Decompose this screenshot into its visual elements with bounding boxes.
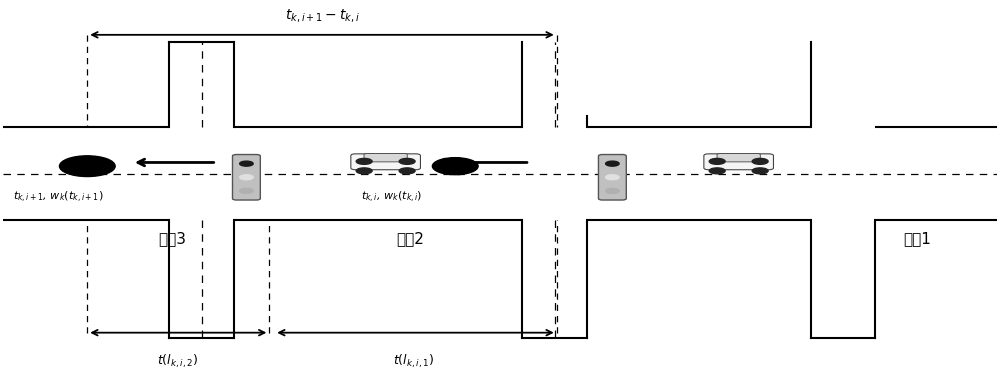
Text: 路南1: 路南1	[904, 231, 932, 246]
FancyBboxPatch shape	[598, 155, 626, 200]
Circle shape	[240, 188, 253, 194]
Text: $t_{k,i+1}$, $w_k(t_{k,i+1})$: $t_{k,i+1}$, $w_k(t_{k,i+1})$	[13, 190, 103, 205]
Circle shape	[432, 158, 478, 175]
Circle shape	[752, 158, 768, 164]
FancyBboxPatch shape	[232, 155, 260, 200]
FancyBboxPatch shape	[364, 153, 407, 162]
Circle shape	[59, 156, 115, 177]
Circle shape	[399, 158, 415, 164]
Text: $t_{k,i+1}-t_{k,i}$: $t_{k,i+1}-t_{k,i}$	[285, 7, 359, 24]
Circle shape	[606, 161, 619, 166]
Text: 路南2: 路南2	[397, 231, 424, 246]
Circle shape	[240, 175, 253, 180]
Circle shape	[709, 158, 725, 164]
Circle shape	[606, 188, 619, 194]
Text: $t(l_{k,i,2})$: $t(l_{k,i,2})$	[157, 353, 199, 370]
Text: 路南3: 路南3	[158, 231, 186, 246]
FancyBboxPatch shape	[717, 153, 760, 162]
Circle shape	[709, 168, 725, 174]
Circle shape	[606, 175, 619, 180]
Circle shape	[752, 168, 768, 174]
Circle shape	[399, 168, 415, 174]
FancyBboxPatch shape	[704, 154, 773, 170]
FancyBboxPatch shape	[351, 154, 420, 170]
Text: $t_{k,i}$, $w_k(t_{k,i})$: $t_{k,i}$, $w_k(t_{k,i})$	[361, 190, 422, 205]
Circle shape	[356, 158, 372, 164]
Circle shape	[356, 168, 372, 174]
Circle shape	[240, 161, 253, 166]
Text: $t(l_{k,i,1})$: $t(l_{k,i,1})$	[393, 353, 434, 370]
